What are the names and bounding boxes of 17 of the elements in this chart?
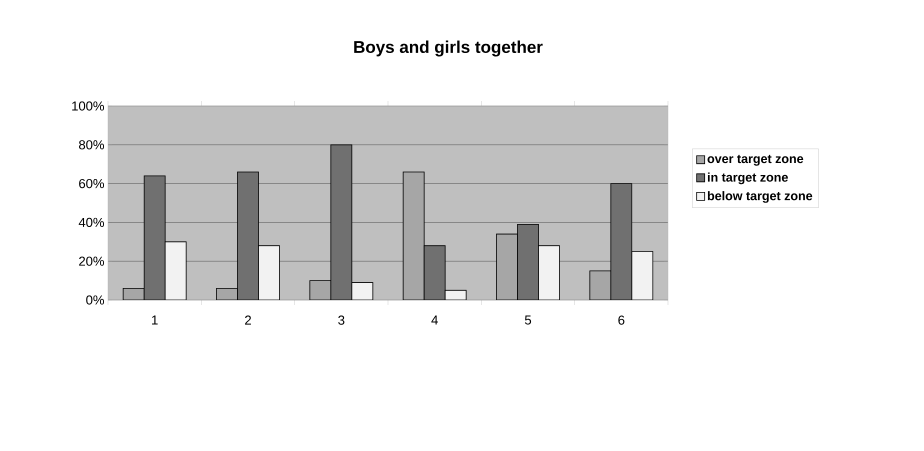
x-tick-label: 3 (338, 316, 344, 325)
y-tick-label: 40% (78, 218, 104, 228)
y-tick-label: 60% (79, 179, 104, 188)
y-tick-label: 20% (79, 256, 104, 266)
x-tick-label: 2 (245, 316, 251, 325)
legend-label: over target zone (708, 154, 804, 166)
x-tick-label: 1 (152, 316, 158, 324)
legend-label: below target zone (708, 191, 812, 203)
x-tick-label: 4 (431, 316, 438, 324)
y-tick-label: 0% (86, 295, 104, 305)
y-tick-label: 80% (79, 140, 104, 150)
bar (517, 224, 539, 300)
chart-title: Boys and girls together (354, 40, 543, 56)
x-tick-label: 5 (524, 316, 532, 325)
x-tick-label: 6 (618, 316, 624, 325)
legend-label: in target zone (708, 172, 788, 184)
y-tick-label: 100% (72, 101, 104, 111)
